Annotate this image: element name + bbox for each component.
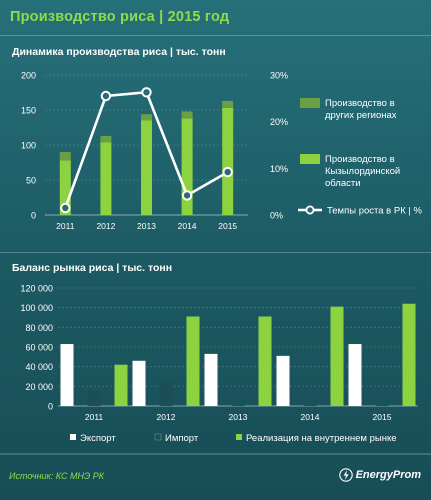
legend-swatch-kyzylorda xyxy=(300,154,320,164)
bar-domestic-sales xyxy=(330,306,344,406)
bar-kyzylorda xyxy=(141,120,152,215)
bar-import xyxy=(159,381,173,406)
y-tick-label: 120 000 xyxy=(20,284,53,294)
y-tick-label: 0 xyxy=(31,211,36,221)
bar-import xyxy=(375,405,389,406)
bar-kyzylorda xyxy=(222,107,234,215)
y-tick-label: 200 xyxy=(21,71,36,81)
bar-domestic-sales xyxy=(186,316,200,406)
y-tick-label: 50 xyxy=(26,176,36,186)
bar-other-regions xyxy=(59,152,71,161)
y-tick-label: 60 000 xyxy=(25,343,53,353)
bar-export xyxy=(132,360,146,406)
bar-other-regions xyxy=(222,100,234,108)
x-tick-label: 2013 xyxy=(229,412,248,422)
bar-import xyxy=(87,391,101,406)
bar-export xyxy=(204,353,218,406)
legend-marker-growth xyxy=(305,205,315,215)
x-tick-label: 2015 xyxy=(218,221,237,231)
legend-swatch-other-regions xyxy=(300,98,320,108)
bar-domestic-sales xyxy=(402,303,416,406)
y2-tick-label: 30% xyxy=(270,71,288,81)
bar-import xyxy=(303,405,317,406)
lightning-icon xyxy=(338,468,353,482)
growth-rate-point xyxy=(60,202,71,214)
growth-rate-point xyxy=(181,190,193,201)
legend-import-swatch xyxy=(154,433,162,441)
chart1-title: Динамика производства риса | тыс. тонн xyxy=(12,46,226,58)
x-tick-label: 2011 xyxy=(56,221,75,231)
brand-logo: EnergyProm xyxy=(338,468,421,482)
x-tick-label: 2012 xyxy=(157,412,176,422)
bar-kyzylorda xyxy=(100,142,112,215)
market-balance-chart: 0 20 000 40 000 60 000 80 000 100 000 120 000 2… xyxy=(20,284,418,444)
bar-export xyxy=(348,344,362,406)
x-tick-label: 2014 xyxy=(301,412,320,422)
y-tick-label: 100 000 xyxy=(20,303,53,313)
bar-other-regions xyxy=(141,114,152,121)
bar-export xyxy=(276,355,290,406)
legend-domestic-sales-label: Реализация на внутреннем рынке xyxy=(246,433,397,444)
legend-export-label: Экспорт xyxy=(80,433,116,444)
legend-domestic-sales-swatch xyxy=(236,434,242,440)
panel-divider xyxy=(0,252,431,253)
y-tick-label: 0 xyxy=(48,402,53,412)
legend-label-growth: Темпы роста в РК | % xyxy=(327,206,422,217)
y-tick-label: 150 xyxy=(21,106,36,116)
y2-tick-label: 10% xyxy=(270,164,288,174)
growth-rate-point xyxy=(100,90,112,102)
brand-name: EnergyProm xyxy=(355,469,421,481)
bar-import xyxy=(231,405,245,406)
y-tick-label: 40 000 xyxy=(25,362,53,372)
bar-kyzylorda xyxy=(59,160,71,215)
footer-divider xyxy=(0,453,431,455)
y-tick-label: 100 xyxy=(21,141,36,151)
source-note: Источник: КС МНЭ РК xyxy=(9,471,105,481)
x-tick-label: 2011 xyxy=(85,412,104,422)
growth-rate-point xyxy=(222,166,233,178)
title-divider xyxy=(0,35,431,36)
x-tick-label: 2015 xyxy=(373,412,392,422)
x-tick-label: 2014 xyxy=(178,221,197,231)
growth-rate-point xyxy=(141,87,152,98)
bar-domestic-sales xyxy=(114,364,128,406)
bar-other-regions xyxy=(100,135,112,143)
y-tick-label: 20 000 xyxy=(25,382,53,392)
y2-tick-label: 20% xyxy=(270,117,288,127)
chart2-title: Баланс рынка риса | тыс. тонн xyxy=(12,262,173,274)
x-tick-label: 2013 xyxy=(137,221,156,231)
bar-domestic-sales xyxy=(258,316,272,406)
production-chart: 0 50 100 150 200 0% 10% 20% 30% 2011 2012 2013 2014 2… xyxy=(21,71,423,232)
y2-tick-label: 0% xyxy=(270,211,283,221)
bar-kyzylorda xyxy=(181,118,193,215)
page-title: Производство риса | 2015 год xyxy=(10,9,230,25)
legend-label-kyzylorda: Производство в Кызылординской области xyxy=(325,154,400,189)
bar-other-regions xyxy=(181,111,193,119)
y-tick-label: 80 000 xyxy=(25,323,53,333)
legend-export-swatch xyxy=(70,434,76,440)
legend-import-label: Импорт xyxy=(165,433,199,444)
x-tick-label: 2012 xyxy=(96,221,115,231)
legend-label-other-regions: Производство в других регионах xyxy=(325,98,397,121)
bar-export xyxy=(60,344,74,406)
